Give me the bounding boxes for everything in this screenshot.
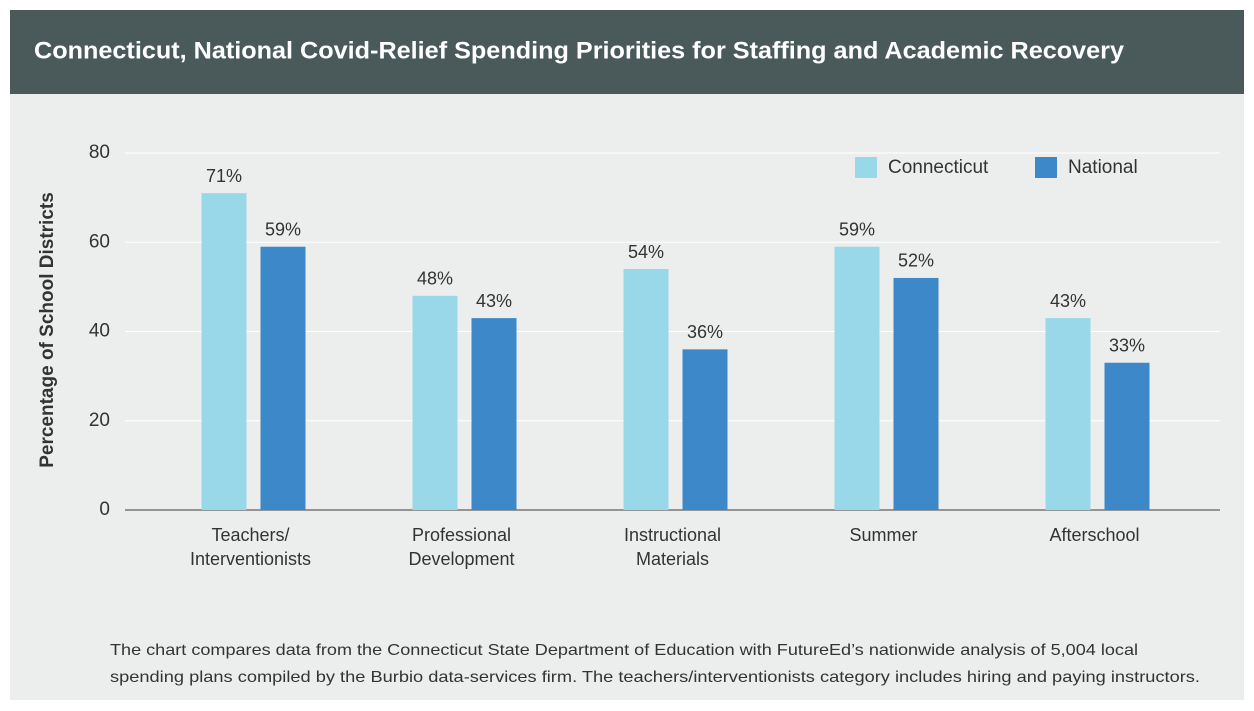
legend-label: National <box>1068 157 1138 178</box>
bar <box>412 295 458 510</box>
bar <box>834 246 880 510</box>
note: spending plans compiled by the Burbio da… <box>110 669 1200 686</box>
value-label: 43% <box>476 291 512 311</box>
y-tick-label: 20 <box>89 410 110 431</box>
value-label: 36% <box>687 322 723 342</box>
x-tick-label: Afterschool <box>1049 525 1140 545</box>
legend-label: Connecticut <box>888 157 989 178</box>
bar <box>623 269 669 510</box>
value-label: 59% <box>265 219 301 239</box>
x-tick-label: Instructional Materials <box>623 525 722 569</box>
bar <box>1045 318 1091 510</box>
value-label: 43% <box>1050 291 1086 311</box>
x-tick-label: Professional Development <box>408 525 515 569</box>
chart-title: Connecticut, National Covid-Relief Spend… <box>34 37 1125 64</box>
x-tick-label: Teachers/ Interventionists <box>189 525 312 569</box>
legend-swatch <box>855 157 877 178</box>
note: The chart compares data from the Connect… <box>110 642 1138 659</box>
bar <box>1104 362 1150 510</box>
bar <box>201 193 247 510</box>
legend-swatch <box>1035 157 1057 178</box>
y-tick-label: 60 <box>89 231 110 252</box>
bar <box>893 277 939 510</box>
value-label: 48% <box>417 269 453 289</box>
bar <box>471 318 517 510</box>
y-tick-label: 40 <box>89 321 110 342</box>
y-tick-label: 80 <box>89 142 110 163</box>
x-tick-label: Summer <box>849 525 918 545</box>
value-label: 33% <box>1109 335 1145 355</box>
value-label: 71% <box>206 166 242 186</box>
bar <box>260 246 306 510</box>
value-label: 59% <box>839 219 875 239</box>
header <box>10 10 1244 94</box>
value-label: 52% <box>898 251 934 271</box>
bar <box>682 349 728 510</box>
y-axis-label: Percentage of School Districts <box>37 192 58 468</box>
y-tick-label: 0 <box>99 499 110 520</box>
value-label: 54% <box>628 242 664 262</box>
